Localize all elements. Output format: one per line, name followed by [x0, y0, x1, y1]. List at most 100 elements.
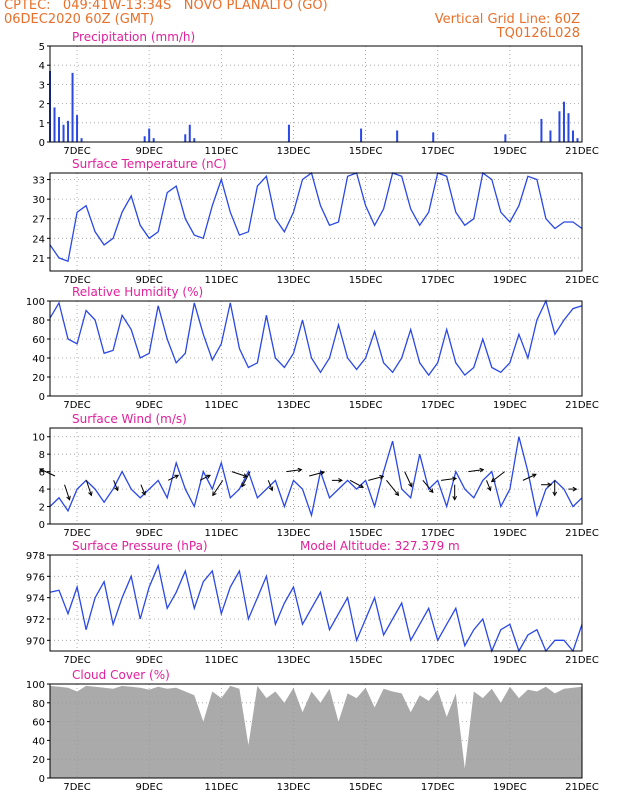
wind-arrow-head: [379, 474, 385, 480]
precip-bar: [432, 132, 435, 142]
y-tick-label: 20: [32, 373, 45, 384]
series-line: [49, 436, 583, 518]
x-tick-label: 13DEC: [277, 655, 311, 666]
plot-frame: [49, 172, 583, 272]
wind-arrow: [113, 480, 119, 491]
wind-arrow-head: [212, 491, 217, 497]
cloud-cover-area: [50, 685, 582, 778]
y-tick-label: 40: [32, 354, 45, 365]
x-tick-label: 9DEC: [135, 655, 162, 666]
panel-3: 0 2 4 6 8 10 7DEC 9DEC 11DEC 13DEC 15DEC 17DEC 19DEC…: [32, 412, 599, 539]
y-tick-label: 2: [39, 100, 45, 111]
precip-bar: [53, 107, 56, 142]
x-tick-label: 21DEC: [565, 782, 599, 793]
y-tick-label: 21: [32, 254, 45, 265]
x-tick-label: 7DEC: [63, 400, 90, 411]
wind-arrow-head: [320, 470, 326, 476]
x-tick-label: 9DEC: [135, 528, 162, 539]
y-tick-label: 8: [39, 450, 45, 461]
run-date: 06DEC2020 60Z (GMT): [4, 12, 155, 27]
y-tick-label: 0: [39, 520, 45, 531]
y-tick-label: 970: [26, 636, 45, 647]
wind-arrow-head: [394, 491, 400, 497]
precip-bar: [67, 120, 70, 142]
wind-arrow: [404, 471, 413, 487]
x-tick-label: 7DEC: [63, 782, 90, 793]
wind-arrow: [422, 480, 434, 493]
precip-bar: [571, 130, 574, 142]
wind-arrow-head: [452, 476, 458, 482]
wind-arrow: [522, 473, 537, 481]
wind-arrow-head: [241, 482, 246, 488]
precip-bar: [540, 118, 543, 142]
x-tick-label: 7DEC: [63, 528, 90, 539]
wind-arrow: [486, 480, 491, 491]
precip-bar: [143, 136, 146, 142]
precip-bar: [562, 101, 565, 142]
plot-frame: [49, 554, 583, 652]
wind-arrow: [491, 471, 506, 483]
wind-arrow-head: [408, 482, 413, 488]
wind-arrow: [349, 479, 364, 488]
y-tick-label: 1: [39, 119, 45, 130]
precip-bar: [558, 111, 561, 142]
x-tick-label: 17DEC: [421, 146, 455, 157]
x-tick-label: 19DEC: [493, 782, 527, 793]
precip-bar: [193, 138, 196, 142]
wind-arrow: [368, 475, 384, 481]
wind-arrow: [64, 484, 71, 500]
precip-bar: [62, 124, 65, 142]
x-tick-label: 19DEC: [493, 528, 527, 539]
x-tick-label: 11DEC: [204, 655, 238, 666]
wind-arrow-head: [531, 473, 537, 478]
wind-arrow-head: [114, 486, 119, 492]
panel-5: 0 20 40 60 80 100 7DEC 9DEC 11DEC 13DEC 15DEC 17DEC…: [26, 668, 599, 793]
precip-bar: [549, 130, 552, 142]
series-line: [49, 171, 583, 263]
wind-arrow-head: [552, 491, 558, 497]
wind-arrow: [267, 480, 273, 491]
panel-title: Surface Temperature (nC): [72, 157, 227, 171]
wind-arrow: [167, 474, 179, 481]
x-tick-label: 9DEC: [135, 782, 162, 793]
panel-title: Precipitation (mm/h): [72, 30, 195, 44]
wind-arrow: [241, 471, 251, 487]
x-tick-label: 13DEC: [277, 528, 311, 539]
x-tick-label: 21DEC: [565, 146, 599, 157]
y-tick-label: 4: [39, 485, 45, 496]
plot-frame: [49, 427, 583, 525]
x-tick-label: 7DEC: [63, 655, 90, 666]
series-line: [49, 563, 583, 653]
panel-title: Surface Wind (m/s): [72, 412, 187, 426]
precip-bar: [184, 134, 187, 142]
x-tick-label: 19DEC: [493, 275, 527, 286]
wind-arrow-head: [359, 483, 365, 488]
y-tick-label: 10: [32, 433, 45, 444]
precip-bar: [71, 72, 74, 142]
y-tick-label: 5: [39, 42, 45, 53]
x-tick-label: 13DEC: [277, 146, 311, 157]
plot-frame: [49, 300, 583, 397]
x-tick-label: 17DEC: [421, 655, 455, 666]
x-tick-label: 21DEC: [565, 400, 599, 411]
y-tick-label: 27: [32, 215, 45, 226]
y-tick-label: 6: [39, 468, 45, 479]
wind-arrow-head: [428, 488, 434, 494]
wind-arrow: [286, 469, 302, 473]
x-tick-label: 9DEC: [135, 275, 162, 286]
wind-arrow-head: [572, 486, 578, 492]
x-tick-label: 17DEC: [421, 275, 455, 286]
y-tick-label: 4: [39, 61, 45, 72]
x-tick-label: 11DEC: [204, 528, 238, 539]
precip-bar: [148, 128, 151, 142]
x-tick-label: 11DEC: [204, 782, 238, 793]
x-tick-label: 13DEC: [277, 782, 311, 793]
panel-1: 21 24 27 30 33 7DEC 9DEC 11DEC 13DEC 15DEC 17DEC 19…: [32, 157, 599, 286]
panel-title: Relative Humidity (%): [72, 285, 203, 299]
y-tick-label: 100: [26, 297, 45, 308]
panel-title: Cloud Cover (%): [72, 668, 170, 682]
series-line: [49, 299, 583, 377]
grid-line-note: Vertical Grid Line: 60Z: [434, 12, 580, 27]
precip-bar: [396, 130, 399, 142]
x-tick-label: 13DEC: [277, 400, 311, 411]
